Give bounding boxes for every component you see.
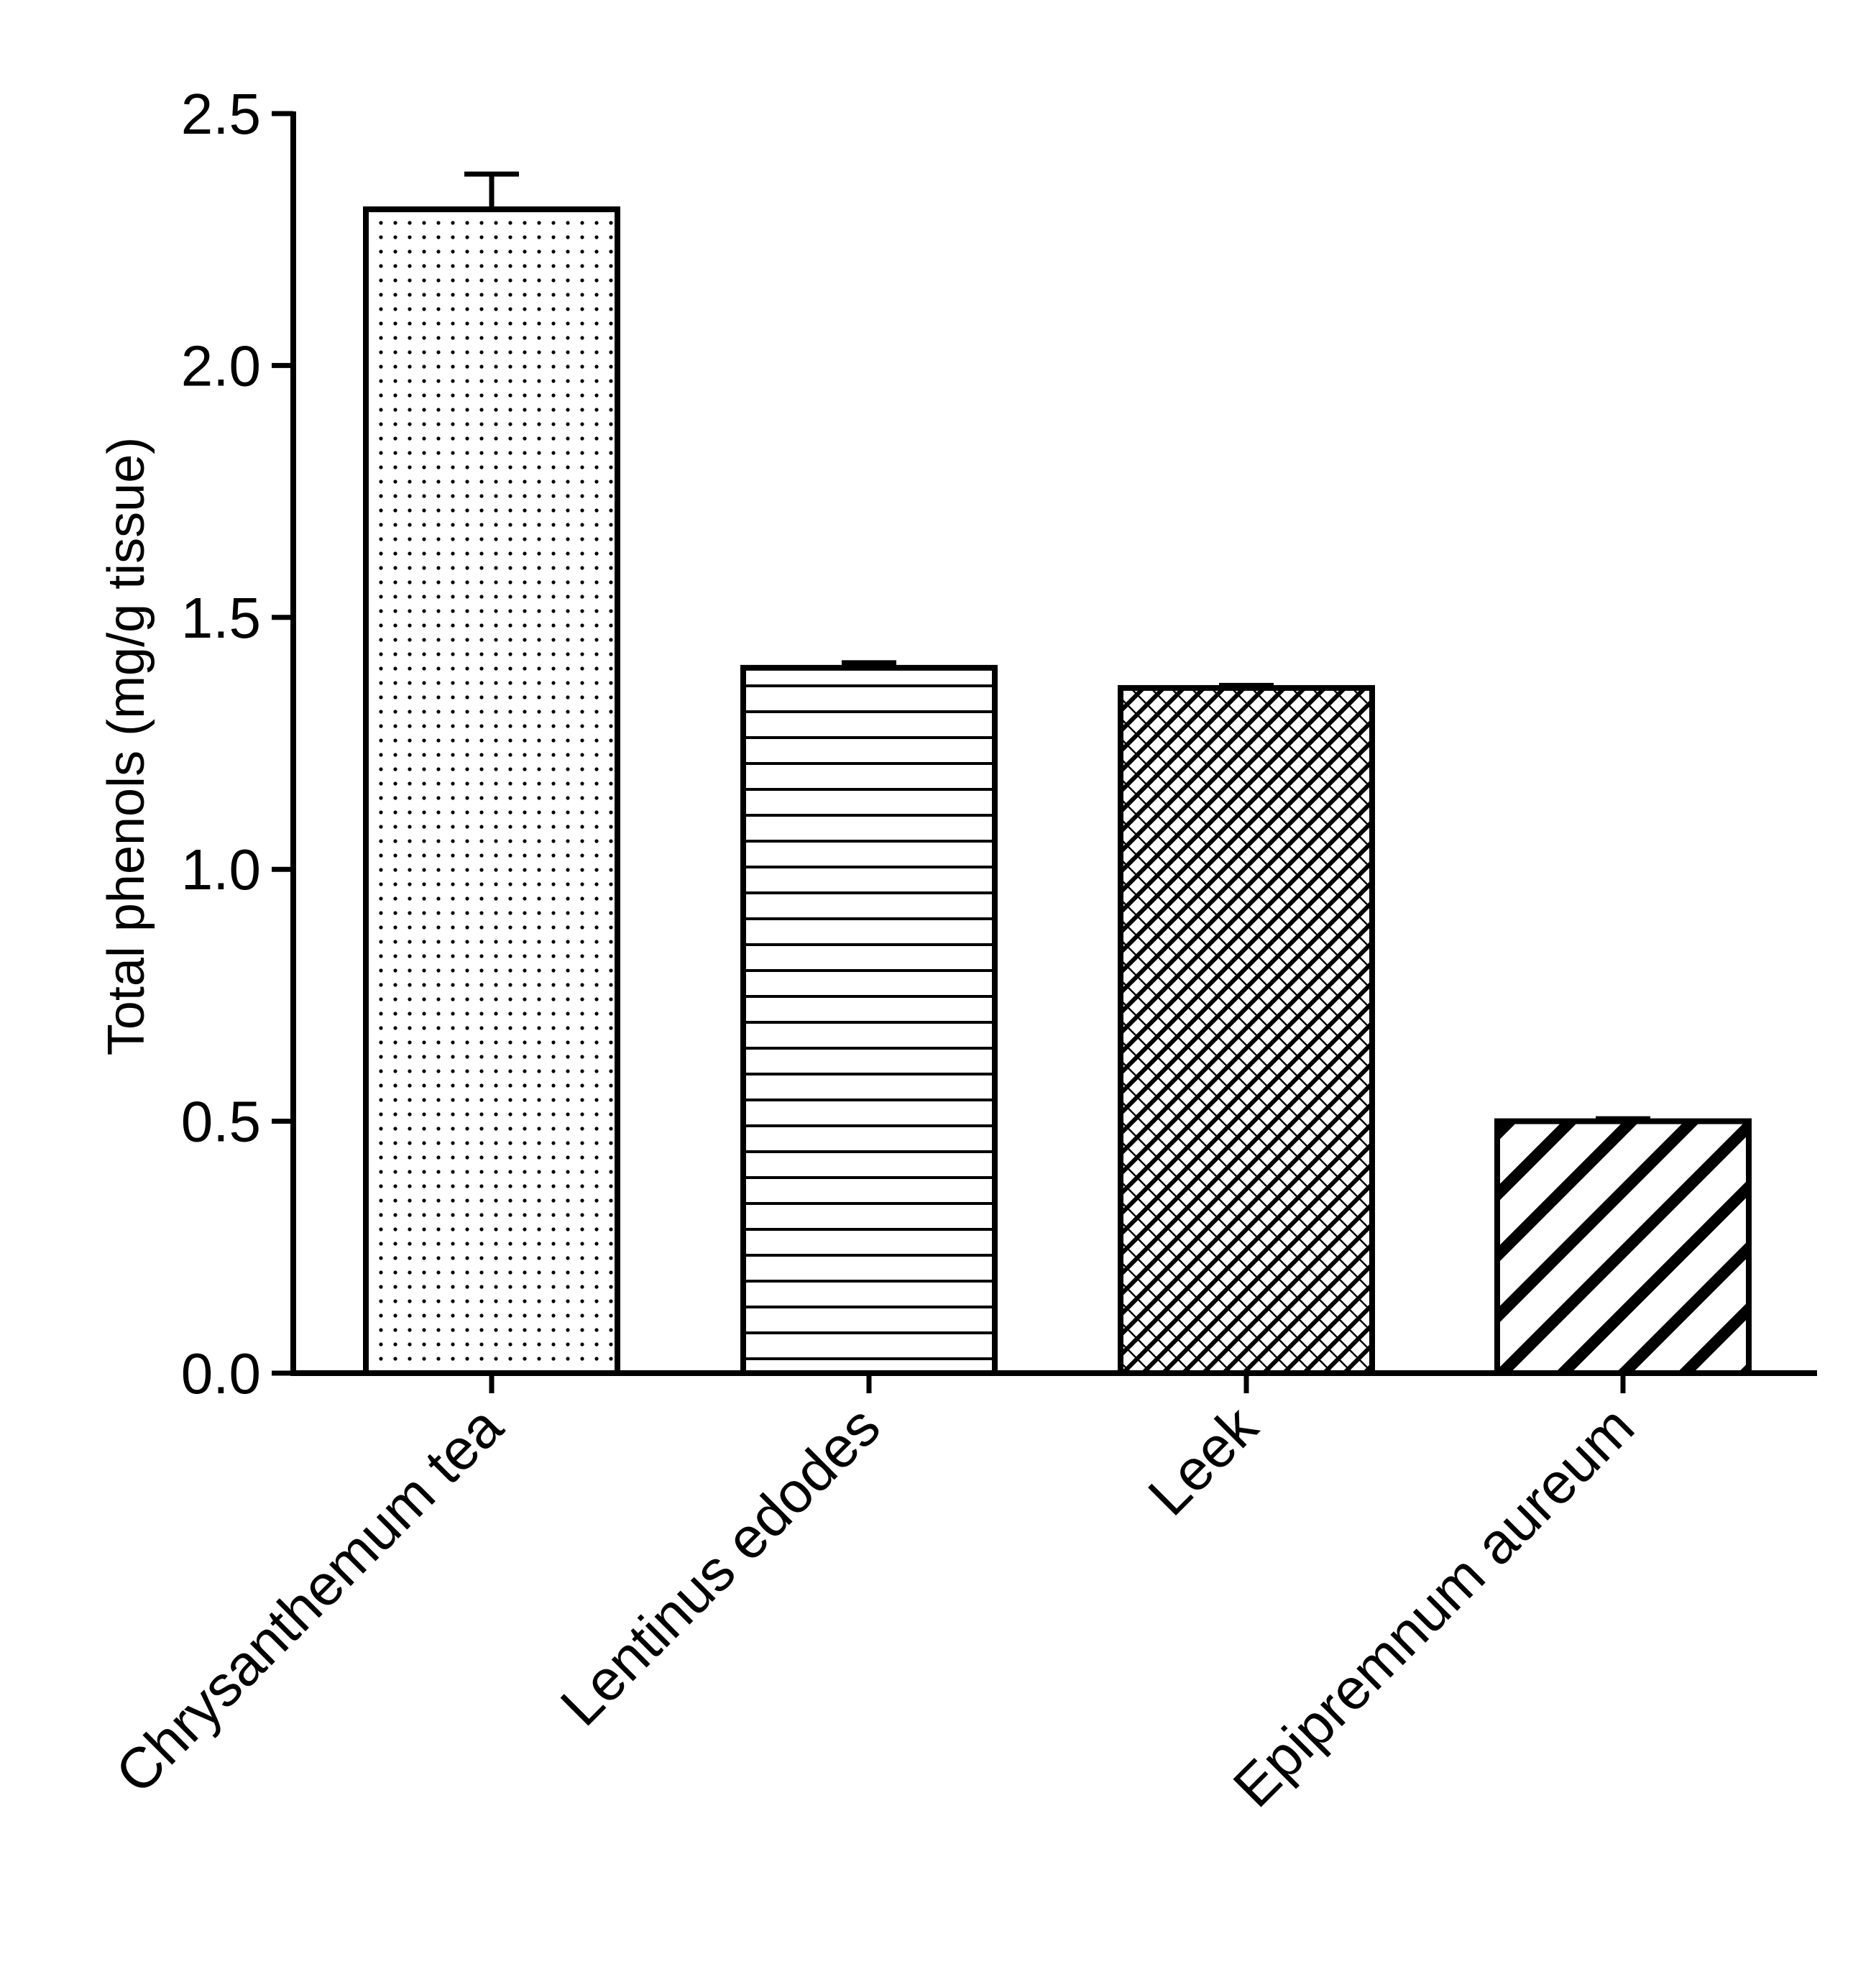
y-tick-label: 1.0 bbox=[181, 838, 261, 902]
x-axis bbox=[290, 1370, 1817, 1393]
x-tick-label: Lentinus edodes bbox=[548, 1394, 892, 1738]
category-labels: Chrysanthemum tea Lentinus edodes LeekEpip… bbox=[104, 1393, 1646, 1819]
bar-epipremnum-aureum bbox=[1494, 1118, 1752, 1376]
bar-leek bbox=[1118, 684, 1375, 1376]
x-tick-label: Leek bbox=[1136, 1393, 1269, 1527]
y-axis: 0.0 0.5 1.0 1.5 2.0 2.5 bbox=[181, 82, 296, 1405]
x-tick-label: Chrysanthemum tea bbox=[104, 1394, 515, 1806]
bar-lentinus-edodes bbox=[740, 664, 998, 1376]
y-tick-label: 2.5 bbox=[181, 82, 261, 146]
y-tick-label: 2.0 bbox=[181, 334, 261, 398]
bars bbox=[363, 206, 1752, 1377]
y-tick-label: 0.5 bbox=[181, 1090, 261, 1154]
y-tick-label: 1.5 bbox=[181, 586, 261, 650]
bar-chrysanthemum-tea bbox=[363, 206, 620, 1377]
y-tick-label: 0.0 bbox=[181, 1342, 261, 1405]
x-tick-label: Epipremnum aureum bbox=[1221, 1394, 1646, 1819]
error-bars bbox=[464, 171, 1650, 1122]
y-axis-title: Total phenols (mg/g tissue) bbox=[98, 437, 155, 1055]
